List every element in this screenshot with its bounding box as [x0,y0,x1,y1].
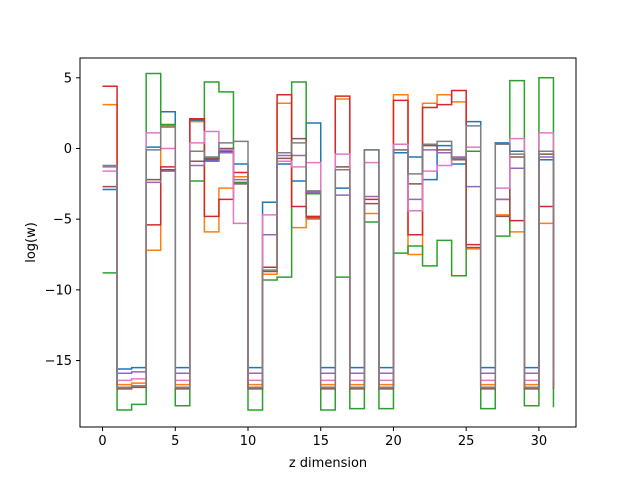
y-axis-label: log(w) [24,222,39,263]
series-line-8 [102,125,555,389]
plot-frame [79,57,577,428]
y-tick-label: 5 [64,71,72,86]
x-tick-label: 15 [312,434,329,449]
x-tick-label: 10 [240,434,257,449]
y-tick-label: −5 [53,213,72,228]
y-tick-label: 0 [64,142,72,157]
x-axis: 0 5 10 15 20 25 30 [98,427,547,449]
x-tick-label: 25 [458,434,475,449]
x-tick-label: 0 [98,434,106,449]
y-tick-label: −15 [45,354,72,369]
x-axis-label: z dimension [289,456,367,471]
y-tick-label: −10 [45,283,72,298]
x-tick-label: 20 [385,434,402,449]
x-tick-label: 5 [171,434,179,449]
plot-series [102,72,555,411]
x-tick-label: 30 [531,434,548,449]
y-axis: 5 0 −5 −10 −15 [45,71,80,369]
